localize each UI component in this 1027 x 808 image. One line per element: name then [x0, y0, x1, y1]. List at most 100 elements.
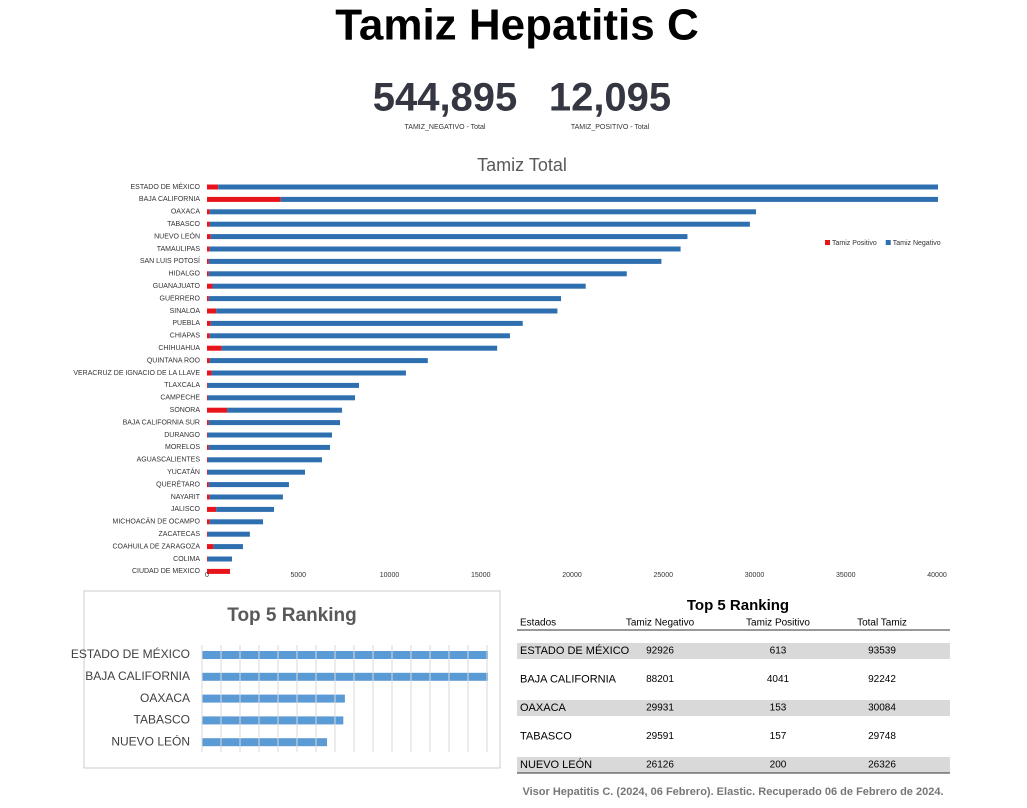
- bar-segment: [209, 519, 264, 525]
- y-tick-label: BAJA CALIFORNIA: [139, 196, 200, 203]
- legend-swatch: [885, 240, 891, 245]
- legend-label: Tamiz Positivo: [832, 240, 877, 247]
- table-cell: NUEVO LEÓN: [520, 758, 592, 771]
- bar-segment: [207, 246, 210, 252]
- bar-segment: [208, 420, 341, 426]
- y-tick-label: CAMPECHE: [160, 395, 200, 402]
- bar-segment: [207, 308, 217, 314]
- row-band: [517, 643, 950, 659]
- bar-segment: [207, 395, 208, 401]
- row-band: [517, 757, 950, 773]
- bar-segment: [280, 196, 938, 202]
- chart-frame: [83, 590, 501, 769]
- y-tick-label: TABASCO: [167, 221, 200, 228]
- bar-segment: [227, 407, 343, 413]
- bar-segment: [213, 544, 243, 550]
- kpi-label: TAMIZ_NEGATIVO - Total: [405, 124, 486, 131]
- bar-segment: [207, 209, 210, 215]
- y-tick-label: GUERRERO: [160, 295, 201, 302]
- x-tick-label: 10000: [380, 572, 400, 579]
- table-cell: 92242: [868, 674, 896, 685]
- y-tick-label: NAYARIT: [171, 494, 201, 501]
- bar-segment: [218, 184, 938, 190]
- y-tick-label: GUANAJUATO: [153, 283, 201, 290]
- y-tick-label: NUEVO LEÓN: [111, 733, 190, 748]
- table-cell: 30084: [868, 703, 896, 714]
- y-tick-label: YUCATÁN: [167, 467, 200, 476]
- column-header: Tamiz Negativo: [626, 618, 695, 629]
- x-tick-label: 25000: [654, 572, 674, 579]
- bar-segment: [207, 221, 210, 227]
- x-tick-label: 20000: [562, 572, 582, 579]
- table-cell: 88201: [646, 674, 674, 685]
- column-header: Total Tamiz: [857, 618, 907, 629]
- y-tick-label: CHIAPAS: [170, 333, 201, 340]
- bar-segment: [209, 333, 510, 339]
- bar-segment: [207, 333, 210, 339]
- bar: [202, 694, 345, 703]
- table-cell: 153: [770, 703, 787, 714]
- y-tick-label: COAHUILA DE ZARAGOZA: [112, 543, 200, 550]
- table: Top 5 Ranking Estados Tamiz Negativo Tamiz…: [517, 597, 950, 774]
- bar-segment: [207, 258, 209, 264]
- y-tick-label: BAJA CALIFORNIA: [85, 669, 190, 683]
- x-tick-label: 0: [205, 572, 209, 579]
- bar-segment: [208, 258, 662, 264]
- bar: [202, 738, 328, 747]
- legend-swatch: [825, 240, 830, 245]
- column-header: Tamiz Positivo: [746, 618, 810, 629]
- bar-segment: [207, 432, 333, 438]
- bar-segment: [209, 494, 283, 500]
- bar-segment: [216, 308, 558, 314]
- y-tick-label: COLIMA: [173, 556, 200, 563]
- table-cell: 26126: [646, 760, 674, 771]
- table-cell: OAXACA: [520, 702, 567, 714]
- bar-segment: [207, 556, 233, 562]
- bar-segment: [207, 234, 211, 240]
- table-cell: ESTADO DE MÉXICO: [520, 644, 630, 657]
- legend-label: Tamiz Negativo: [893, 240, 941, 247]
- bar-segment: [207, 420, 209, 426]
- y-tick-label: PUEBLA: [172, 320, 200, 327]
- bar-segment: [211, 370, 406, 376]
- chart-title: Tamiz Total: [477, 155, 567, 175]
- bar-segment: [216, 506, 274, 512]
- x-tick-label: 15000: [471, 572, 491, 579]
- bar-segment: [207, 469, 306, 475]
- y-tick-label: CHIHUAHUA: [158, 345, 200, 352]
- y-tick-label: QUINTANA ROO: [147, 357, 201, 364]
- table-cell: 92926: [646, 646, 674, 657]
- bar-segment: [208, 296, 562, 302]
- bar-segment: [207, 469, 208, 475]
- bar-segment: [209, 209, 757, 215]
- bar-segment: [208, 482, 289, 488]
- bar-segment: [208, 271, 627, 277]
- y-tick-label: AGUASCALIENTES: [137, 457, 201, 464]
- bar-segment: [207, 531, 208, 537]
- bar-segment: [207, 395, 356, 401]
- footer: Visor Hepatitis C. (2024, 06 Febrero). E…: [522, 786, 943, 798]
- bar-segment: [207, 196, 281, 202]
- y-tick-label: MORELOS: [165, 444, 200, 451]
- y-tick-label: DURANGO: [164, 432, 200, 439]
- y-tick-label: HIDALGO: [168, 271, 200, 278]
- bar-segment: [210, 320, 523, 326]
- y-tick-label: BAJA CALIFORNIA SUR: [123, 419, 200, 426]
- kpi-value: 12,095: [549, 76, 671, 120]
- bar-segment: [207, 283, 213, 289]
- y-tick-label: ESTADO DE MÉXICO: [71, 646, 190, 661]
- y-tick-label: QUERÉTARO: [156, 479, 200, 488]
- bar-segment: [207, 184, 219, 190]
- table-title: Top 5 Ranking: [687, 597, 789, 614]
- bar-segment: [207, 506, 217, 512]
- y-tick-label: SONORA: [170, 407, 201, 414]
- bar-segment: [207, 358, 210, 364]
- plot: [202, 651, 488, 747]
- table-cell: 93539: [868, 646, 896, 657]
- bar-segment: [207, 271, 209, 277]
- table-cell: 613: [770, 646, 787, 657]
- bar: [202, 672, 488, 681]
- bar-segment: [208, 444, 331, 450]
- bar-segment: [207, 296, 209, 302]
- x-tick-label: 30000: [745, 572, 765, 579]
